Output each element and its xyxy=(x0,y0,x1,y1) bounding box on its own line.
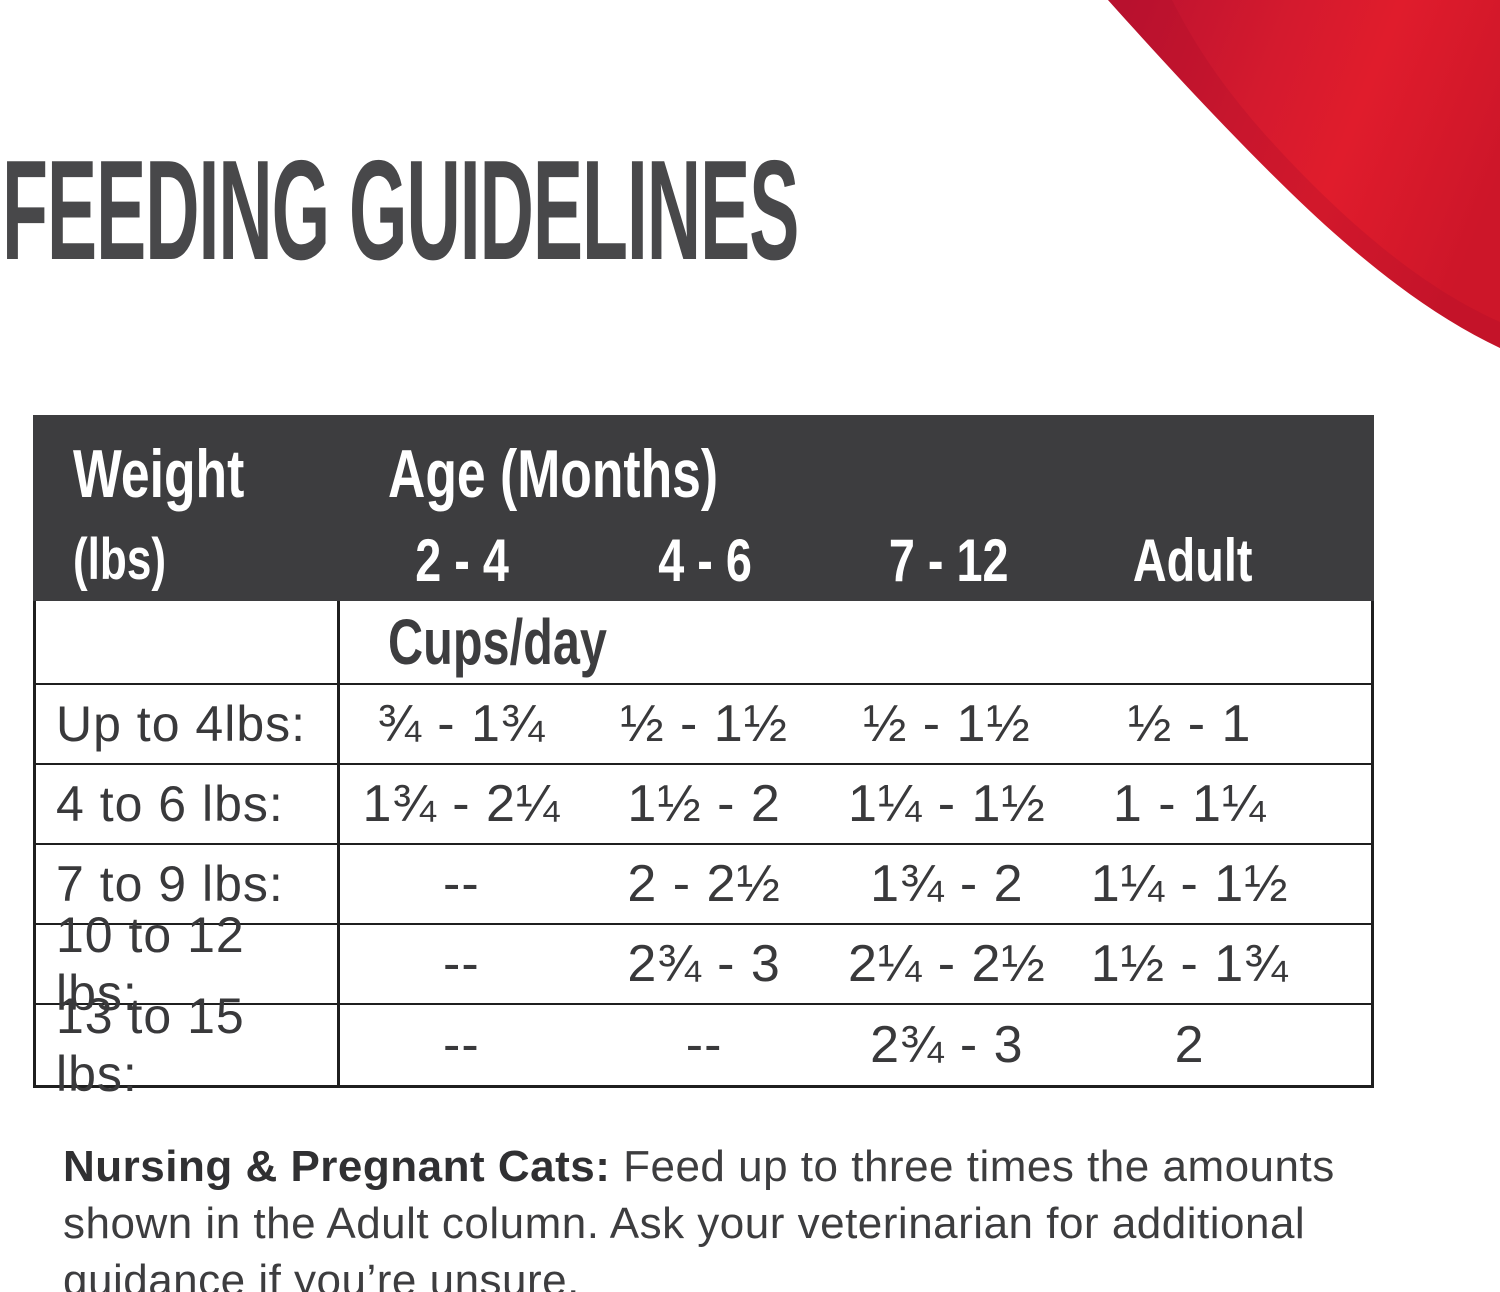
value-cell: 2¾ - 3 xyxy=(627,935,781,993)
value-cell: 2¾ - 3 xyxy=(870,1016,1024,1074)
value-cell: 1½ - 1¾ xyxy=(1090,935,1289,993)
value-cell: 2¼ - 2½ xyxy=(847,935,1046,993)
age-col-adult-label: Adult xyxy=(1132,527,1253,595)
age-header-label: Age (Months) xyxy=(388,436,719,512)
table-row: 13 to 15 lbs: -- -- 2¾ - 3 2 xyxy=(36,988,1371,1102)
value-cell: -- xyxy=(443,855,480,913)
value-cell: ½ - 1½ xyxy=(862,695,1031,753)
page-title: FEEDING GUIDELINES xyxy=(2,131,799,290)
value-cell: ½ - 1 xyxy=(1127,695,1252,753)
value-cells: ¾ - 1¾ ½ - 1½ ½ - 1½ ½ - 1 xyxy=(340,685,1371,763)
value-cell: 2 - 2½ xyxy=(627,855,781,913)
weight-label-cell: 4 to 6 lbs: xyxy=(36,765,340,843)
value-cell: 1¼ - 1½ xyxy=(1090,855,1289,913)
weight-label-cell: Up to 4lbs: xyxy=(36,685,340,763)
value-cells: -- 2 - 2½ 1¾ - 2 1¼ - 1½ xyxy=(340,845,1371,923)
value-cell: 1¼ - 1½ xyxy=(847,775,1046,833)
table-row: 7 to 9 lbs: -- 2 - 2½ 1¾ - 2 1¼ - 1½ xyxy=(36,845,1371,925)
weight-label-cell: 7 to 9 lbs: xyxy=(36,845,340,923)
value-cell: -- xyxy=(443,1016,480,1074)
table-row: 4 to 6 lbs: 1¾ - 2¼ 1½ - 2 1¼ - 1½ 1 - 1… xyxy=(36,765,1371,845)
value-cell: -- xyxy=(685,1016,723,1074)
note-bold-lead: Nursing & Pregnant Cats: xyxy=(63,1142,611,1191)
note-line-3: guidance if you’re unsure. xyxy=(63,1256,580,1292)
red-swoosh-decoration xyxy=(1108,0,1500,348)
units-row: Cups/day xyxy=(36,601,1371,685)
value-cell: 1 - 1¼ xyxy=(1112,775,1267,833)
weight-unit-label: (lbs) xyxy=(73,527,167,593)
weight-label-cell: 13 to 15 lbs: xyxy=(36,988,340,1102)
value-cells: 1¾ - 2¼ 1½ - 2 1¼ - 1½ 1 - 1¼ xyxy=(340,765,1371,843)
value-cell: -- xyxy=(443,935,480,993)
table-header: Weight (lbs) Age (Months) 2 - 4 4 - 6 7 … xyxy=(33,415,1374,601)
value-cell: 1¾ - 2¼ xyxy=(362,775,561,833)
age-columns-header: Age (Months) 2 - 4 4 - 6 7 - 12 Adult xyxy=(340,415,1374,601)
note-line-1: Nursing & Pregnant Cats: Feed up to thre… xyxy=(63,1138,1393,1195)
value-cell: ½ - 1½ xyxy=(620,695,789,753)
age-col-2-4-label: 2 - 4 xyxy=(414,527,509,595)
value-cells: -- -- 2¾ - 3 2 xyxy=(340,1005,1371,1085)
weight-header-label: Weight xyxy=(73,436,245,512)
age-col-7-12-label: 7 - 12 xyxy=(888,527,1009,595)
age-col-7-12: 7 - 12 xyxy=(827,526,1071,595)
value-cell: 1¾ - 2 xyxy=(870,855,1024,913)
age-col-4-6-label: 4 - 6 xyxy=(658,527,753,595)
value-cell: ¾ - 1¾ xyxy=(377,695,546,753)
age-col-adult: Adult xyxy=(1071,526,1315,595)
feeding-table: Weight (lbs) Age (Months) 2 - 4 4 - 6 7 … xyxy=(33,415,1374,1102)
age-range-row: 2 - 4 4 - 6 7 - 12 Adult xyxy=(340,526,1374,595)
value-cell: 2 xyxy=(1174,1016,1205,1074)
nursing-pregnant-note: Nursing & Pregnant Cats: Feed up to thre… xyxy=(63,1138,1393,1292)
units-label: Cups/day xyxy=(388,606,607,678)
weight-column-header: Weight (lbs) xyxy=(33,415,340,601)
age-col-2-4: 2 - 4 xyxy=(340,526,584,595)
units-row-spacer xyxy=(36,601,340,683)
table-body: Cups/day Up to 4lbs: ¾ - 1¾ ½ - 1½ ½ - 1… xyxy=(33,601,1374,1102)
note-line-2: shown in the Adult column. Ask your vete… xyxy=(63,1199,1306,1248)
note-line-1-rest: Feed up to three times the amounts xyxy=(610,1142,1335,1191)
value-cell: 1½ - 2 xyxy=(627,775,781,833)
age-col-4-6: 4 - 6 xyxy=(584,526,828,595)
value-cells: -- 2¾ - 3 2¼ - 2½ 1½ - 1¾ xyxy=(340,925,1371,1003)
table-row: 10 to 12 lbs: -- 2¾ - 3 2¼ - 2½ 1½ - 1¾ xyxy=(36,907,1371,1021)
table-row: Up to 4lbs: ¾ - 1¾ ½ - 1½ ½ - 1½ ½ - 1 xyxy=(36,685,1371,765)
